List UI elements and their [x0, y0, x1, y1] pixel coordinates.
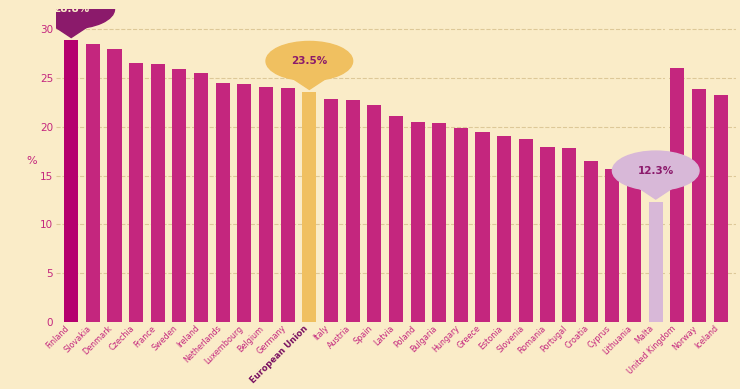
Polygon shape	[43, 19, 99, 38]
Bar	[411, 122, 425, 322]
Bar	[346, 100, 360, 322]
Bar	[280, 88, 295, 322]
Bar	[86, 44, 100, 322]
Bar	[562, 148, 576, 322]
Bar	[64, 40, 78, 322]
Circle shape	[266, 42, 353, 81]
Text: 23.5%: 23.5%	[292, 56, 328, 66]
Y-axis label: %: %	[27, 156, 37, 166]
Bar	[107, 49, 121, 322]
Circle shape	[613, 151, 699, 190]
Text: 28.8%: 28.8%	[53, 4, 90, 14]
Bar	[194, 73, 208, 322]
Bar	[454, 128, 468, 322]
Bar	[151, 64, 165, 322]
Bar	[303, 92, 317, 322]
Bar	[259, 88, 273, 322]
Bar	[692, 89, 706, 322]
Bar	[584, 161, 598, 322]
Bar	[215, 82, 230, 322]
Bar	[540, 147, 554, 322]
Circle shape	[28, 0, 115, 29]
Bar	[649, 202, 663, 322]
Bar	[713, 95, 727, 322]
Bar	[476, 133, 490, 322]
Bar	[432, 123, 446, 322]
Text: 12.3%: 12.3%	[638, 166, 674, 176]
Bar	[367, 105, 381, 322]
Bar	[324, 99, 338, 322]
Polygon shape	[628, 180, 684, 199]
Bar	[605, 169, 619, 322]
Polygon shape	[281, 71, 337, 89]
Bar	[670, 68, 685, 322]
Bar	[627, 175, 641, 322]
Bar	[129, 63, 143, 322]
Bar	[497, 137, 511, 322]
Bar	[238, 84, 252, 322]
Bar	[172, 69, 186, 322]
Bar	[389, 116, 403, 322]
Bar	[519, 139, 533, 322]
